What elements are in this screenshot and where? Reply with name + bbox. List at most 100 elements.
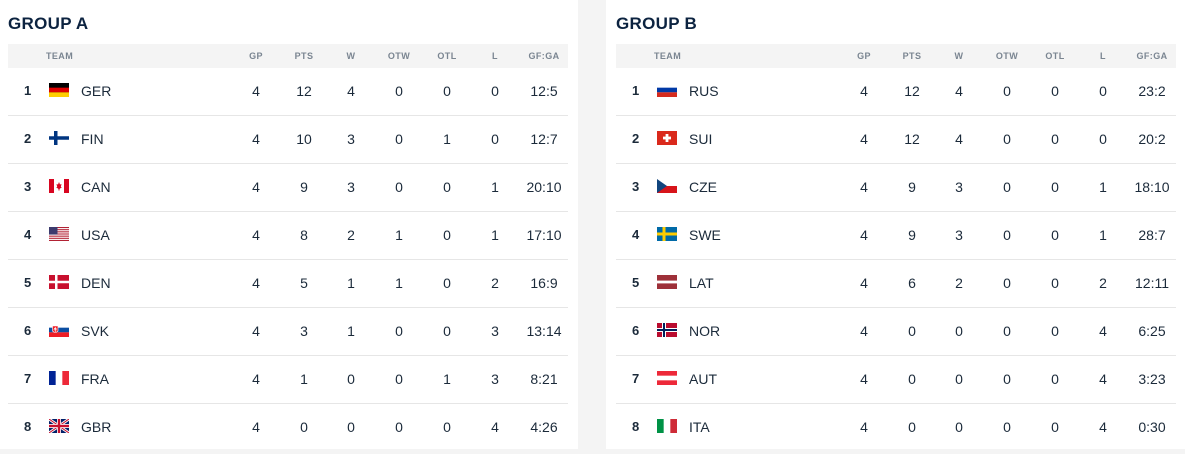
table-row[interactable]: 3 CZE 4 9 3 0 0 1 18:10 <box>616 164 1176 212</box>
otw-cell: 0 <box>1003 419 1011 435</box>
otw-cell: 1 <box>395 227 403 243</box>
otw-cell: 0 <box>1003 179 1011 195</box>
team-name[interactable]: FRA <box>81 371 109 387</box>
team-name[interactable]: ITA <box>689 419 710 435</box>
table-row[interactable]: 7 FRA 4 1 0 0 1 3 8:21 <box>8 356 568 404</box>
wins-cell: 4 <box>347 83 355 99</box>
team-name[interactable]: GER <box>81 83 112 99</box>
pts-cell: 12 <box>904 83 920 99</box>
team-name[interactable]: CAN <box>81 179 111 195</box>
goals-cell: 12:11 <box>1135 275 1169 291</box>
pts-cell: 10 <box>296 131 312 147</box>
otl-cell: 0 <box>1051 275 1059 291</box>
losses-cell: 1 <box>1099 227 1107 243</box>
losses-cell: 4 <box>1099 371 1107 387</box>
team-name[interactable]: GBR <box>81 419 112 435</box>
team-name[interactable]: FIN <box>81 131 104 147</box>
otl-cell: 0 <box>1051 179 1059 195</box>
cze-flag-icon <box>657 179 677 193</box>
rank-cell: 4 <box>24 227 32 242</box>
team-name[interactable]: LAT <box>689 275 714 291</box>
rank-cell: 1 <box>632 83 640 98</box>
losses-cell: 3 <box>491 371 499 387</box>
losses-cell: 2 <box>491 275 499 291</box>
team-name[interactable]: USA <box>81 227 110 243</box>
losses-cell: 4 <box>1099 419 1107 435</box>
otl-cell: 0 <box>443 275 451 291</box>
header-gp: GP <box>857 51 871 61</box>
rank-cell: 8 <box>24 419 32 434</box>
pts-cell: 0 <box>908 371 916 387</box>
header-pts: PTS <box>294 51 314 61</box>
team-name[interactable]: NOR <box>689 323 721 339</box>
header-otw: OTW <box>387 51 411 61</box>
header-pts: PTS <box>902 51 922 61</box>
table-row[interactable]: 7 AUT 4 0 0 0 0 4 3:23 <box>616 356 1176 404</box>
otw-cell: 0 <box>1003 83 1011 99</box>
table-row[interactable]: 8 GBR 4 0 0 0 0 4 4:26 <box>8 404 568 452</box>
table-row[interactable]: 5 LAT 4 6 2 0 0 2 12:11 <box>616 260 1176 308</box>
rank-cell: 5 <box>24 275 32 290</box>
table-header: TEAM GP PTS W OTW OTL L GF:GA <box>616 44 1176 68</box>
header-otl: OTL <box>1045 51 1065 61</box>
team-name[interactable]: SWE <box>689 227 721 243</box>
table-row[interactable]: 2 SUI 4 12 4 0 0 0 20:2 <box>616 116 1176 164</box>
table-row[interactable]: 8 ITA 4 0 0 0 0 4 0:30 <box>616 404 1176 452</box>
losses-cell: 4 <box>491 419 499 435</box>
table-row[interactable]: 4 SWE 4 9 3 0 0 1 28:7 <box>616 212 1176 260</box>
table-row[interactable]: 6 NOR 4 0 0 0 0 4 6:25 <box>616 308 1176 356</box>
pts-cell: 8 <box>300 227 308 243</box>
table-row[interactable]: 2 FIN 4 10 3 0 1 0 12:7 <box>8 116 568 164</box>
gp-cell: 4 <box>252 323 260 339</box>
gp-cell: 4 <box>860 83 868 99</box>
table-row[interactable]: 1 GER 4 12 4 0 0 0 12:5 <box>8 68 568 116</box>
losses-cell: 4 <box>1099 323 1107 339</box>
team-name[interactable]: SVK <box>81 323 110 339</box>
team-name[interactable]: SUI <box>689 131 713 147</box>
otw-cell: 0 <box>395 371 403 387</box>
table-header: TEAM GP PTS W OTW OTL L GF:GA <box>8 44 568 68</box>
pts-cell: 0 <box>908 323 916 339</box>
goals-cell: 23:2 <box>1138 83 1166 99</box>
goals-cell: 0:30 <box>1138 419 1166 435</box>
nor-flag-icon <box>657 323 677 337</box>
table-row[interactable]: 6 SVK 4 3 1 0 0 3 13:14 <box>8 308 568 356</box>
losses-cell: 0 <box>1099 131 1107 147</box>
team-name[interactable]: RUS <box>689 83 719 99</box>
goals-cell: 16:9 <box>530 275 558 291</box>
team-name[interactable]: DEN <box>81 275 111 291</box>
pts-cell: 6 <box>908 275 916 291</box>
rank-cell: 5 <box>632 275 640 290</box>
team-name[interactable]: CZE <box>689 179 717 195</box>
group-title: GROUP A <box>8 14 89 33</box>
goals-cell: 20:2 <box>1138 131 1166 147</box>
otw-cell: 0 <box>1003 323 1011 339</box>
wins-cell: 1 <box>347 275 355 291</box>
team-name[interactable]: AUT <box>689 371 717 387</box>
goals-cell: 12:7 <box>530 131 558 147</box>
rus-flag-icon <box>657 83 677 97</box>
table-row[interactable]: 3 CAN 4 9 3 0 0 1 20:10 <box>8 164 568 212</box>
otw-cell: 0 <box>395 419 403 435</box>
svk-flag-icon <box>49 323 69 337</box>
table-row[interactable]: 4 USA 4 8 2 1 0 1 17:10 <box>8 212 568 260</box>
wins-cell: 2 <box>955 275 963 291</box>
wins-cell: 0 <box>955 419 963 435</box>
aut-flag-icon <box>657 371 677 385</box>
header-l: L <box>1100 51 1106 61</box>
wins-cell: 0 <box>955 371 963 387</box>
wins-cell: 0 <box>955 323 963 339</box>
lat-flag-icon <box>657 275 677 289</box>
gp-cell: 4 <box>860 275 868 291</box>
usa-flag-icon <box>49 227 69 241</box>
gp-cell: 4 <box>252 131 260 147</box>
pts-cell: 12 <box>296 83 312 99</box>
otl-cell: 1 <box>443 371 451 387</box>
table-row[interactable]: 5 DEN 4 5 1 1 0 2 16:9 <box>8 260 568 308</box>
losses-cell: 0 <box>1099 83 1107 99</box>
group-divider <box>578 0 606 454</box>
otl-cell: 0 <box>443 227 451 243</box>
otl-cell: 0 <box>443 323 451 339</box>
table-row[interactable]: 1 RUS 4 12 4 0 0 0 23:2 <box>616 68 1176 116</box>
pts-cell: 5 <box>300 275 308 291</box>
